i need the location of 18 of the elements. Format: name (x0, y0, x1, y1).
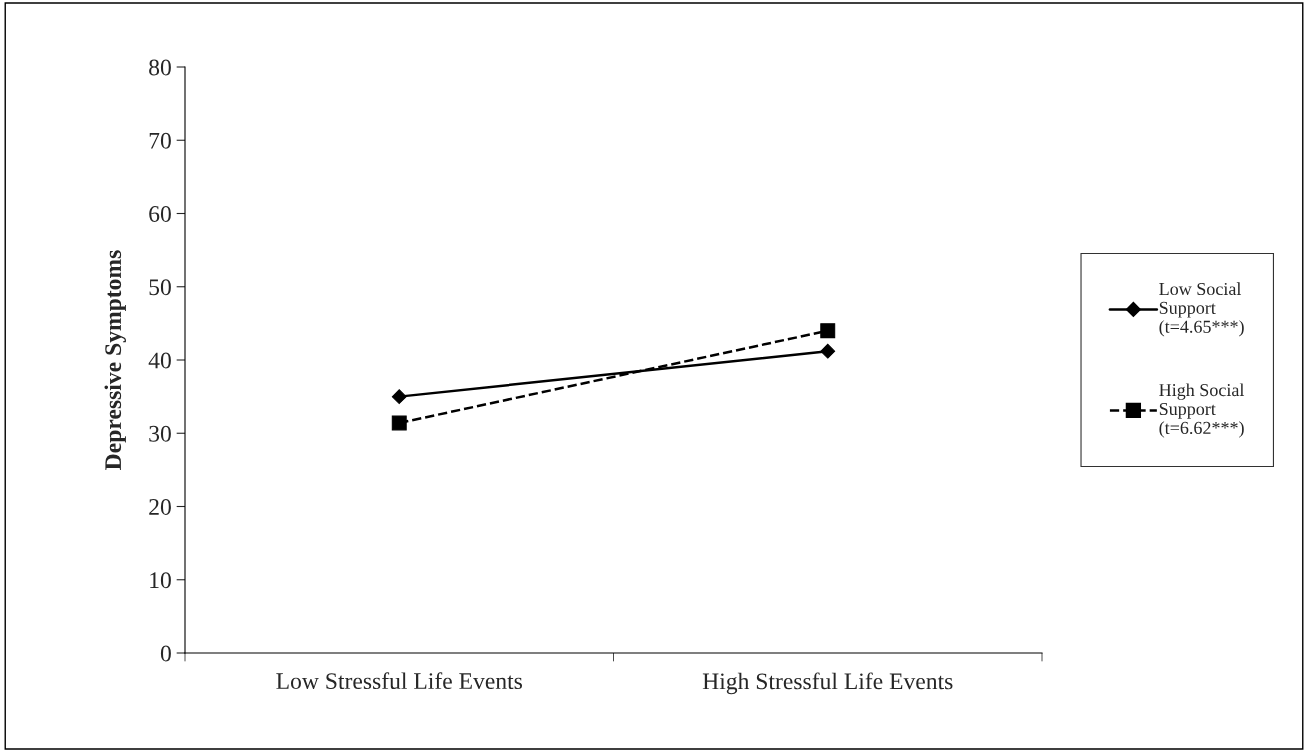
point (820, 323, 836, 339)
y-tick-label: 70 (149, 132, 171, 149)
x-tick-label: Low Stressful Life Events (276, 672, 522, 690)
x-tick-label: High Stressful Life Events (702, 672, 953, 695)
point (820, 343, 836, 359)
y-tick-label: 50 (149, 279, 171, 296)
y-tick-label: 20 (149, 498, 171, 515)
legend-label: High Social Support (t=6.62***) (1159, 383, 1245, 438)
y-tick-label: 80 (149, 59, 171, 76)
y-tick-label: 10 (150, 572, 171, 589)
y-tick-label: 0 (160, 645, 171, 662)
y-tick-label: 30 (149, 425, 171, 442)
y-tick-label: 40 (148, 352, 171, 369)
y-axis-title: Depressive Symptoms (104, 250, 126, 470)
y-tick-label: 60 (149, 205, 171, 222)
legend-label: Low Social Support (t=4.65***) (1159, 282, 1244, 337)
point (391, 389, 407, 405)
point (391, 415, 407, 431)
